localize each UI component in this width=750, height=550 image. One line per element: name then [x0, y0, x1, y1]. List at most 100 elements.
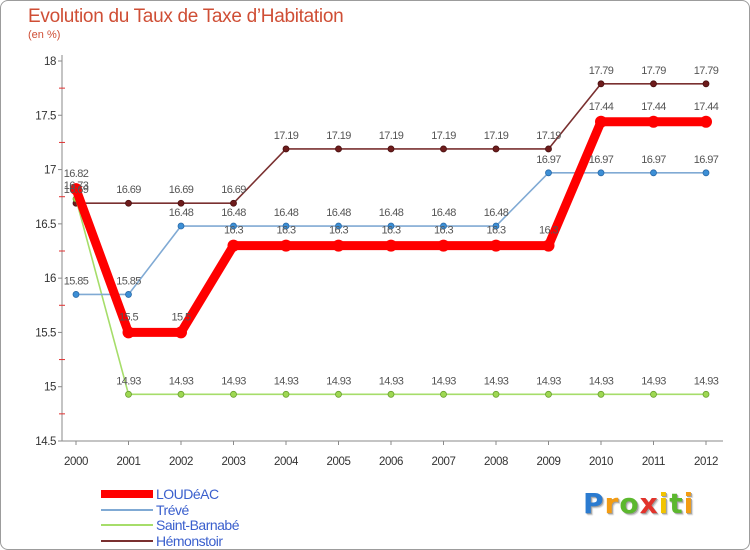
data-label: 14.93	[694, 375, 719, 387]
data-label: 14.93	[326, 375, 351, 387]
legend-item-hemonstoir: Hémonstoir	[101, 533, 239, 549]
data-label: 14.93	[379, 375, 404, 387]
data-label: 17.19	[484, 130, 509, 142]
data-label: 16.3	[329, 225, 348, 237]
legend-swatch-treve	[101, 508, 153, 511]
series-hemonstoir	[72, 80, 710, 207]
data-point	[650, 169, 657, 177]
x-tick-label: 2009	[537, 456, 561, 468]
data-point	[335, 145, 342, 153]
data-point	[702, 169, 710, 177]
x-tick-label: 2012	[694, 456, 718, 468]
data-label: 17.44	[694, 101, 719, 113]
data-label: 16.3	[276, 225, 295, 237]
data-label: 17.19	[431, 130, 456, 142]
data-label: 16.3	[539, 225, 558, 237]
legend-swatch-loudeac	[101, 490, 153, 498]
data-point	[227, 239, 240, 252]
data-point	[332, 239, 345, 252]
data-point	[385, 239, 397, 252]
data-point	[387, 145, 395, 153]
data-label: 16.3	[434, 225, 453, 237]
data-point	[280, 239, 292, 252]
data-point	[175, 326, 187, 339]
data-label: 14.93	[431, 375, 456, 387]
data-point	[177, 199, 185, 207]
data-label: 16.69	[116, 184, 141, 196]
legend-label-loudeac: LOUDéAC	[156, 486, 219, 502]
axes: 14.5 15 15.5 16 16.5 17 17.5 18 2000 2001 2002 2003…	[35, 55, 723, 468]
logo-letter: o	[619, 487, 640, 520]
data-label: 14.93	[221, 375, 246, 387]
y-tick-label: 15.5	[35, 327, 56, 339]
data-label: 16.97	[589, 154, 614, 166]
x-tick-label: 2011	[642, 456, 665, 468]
data-label: 16.48	[484, 207, 509, 219]
data-label: 17.19	[536, 130, 561, 142]
data-labels: 16.82 15.5 15.5 16.3 16.3 16.3 16.3 16.3 16.3 16.…	[64, 65, 720, 388]
x-tick-label: 2001	[117, 456, 141, 468]
data-label: 14.93	[116, 375, 141, 387]
y-tick-label: 17.5	[35, 110, 56, 122]
data-point	[542, 239, 555, 252]
data-label: 16.48	[379, 207, 404, 219]
data-label: 17.79	[589, 65, 614, 77]
data-point	[437, 239, 450, 252]
data-point	[545, 145, 552, 153]
legend-item-loudeac: LOUDéAC	[101, 486, 239, 502]
x-tick-label: 2004	[274, 456, 299, 468]
data-point	[545, 169, 552, 177]
data-point	[122, 326, 135, 339]
data-label: 16.3	[486, 225, 505, 237]
data-label: 16.48	[169, 207, 194, 219]
data-point	[490, 239, 502, 252]
data-point	[545, 390, 552, 398]
data-point	[387, 222, 395, 230]
data-point	[230, 222, 237, 230]
data-label: 16.97	[536, 154, 561, 166]
y-tick-label: 14.5	[35, 436, 56, 448]
data-label: 16.48	[431, 207, 456, 219]
data-point	[70, 183, 82, 196]
data-label: 16.48	[326, 207, 351, 219]
data-label: 15.85	[64, 275, 89, 287]
data-label: 17.44	[589, 101, 614, 113]
x-tick-label: 2006	[379, 456, 403, 468]
data-label: 16.69	[169, 184, 194, 196]
data-label: 16.48	[221, 207, 246, 219]
legend-item-saint-barnabe: Saint-Barnabé	[101, 517, 240, 533]
data-point	[492, 390, 500, 398]
legend-label-saint-barnabe: Saint-Barnabé	[156, 517, 240, 533]
legend-label-treve: Trévé	[156, 501, 189, 518]
data-label: 16.82	[64, 168, 89, 180]
data-label: 14.93	[641, 375, 666, 387]
data-label: 17.19	[379, 130, 404, 142]
series-treve	[72, 169, 710, 298]
data-label: 16.97	[694, 154, 719, 166]
data-label: 16.69	[221, 184, 246, 196]
data-point	[440, 222, 447, 230]
logo-letter: i	[683, 487, 695, 520]
data-point	[702, 390, 710, 398]
y-tick-label: 17	[44, 165, 56, 177]
data-label: 17.79	[694, 65, 719, 77]
x-tick-label: 2007	[432, 456, 456, 468]
logo-letter: r	[604, 487, 620, 520]
data-point	[282, 222, 290, 230]
x-tick-label: 2003	[222, 456, 246, 468]
data-label: 17.19	[326, 130, 351, 142]
data-point	[177, 390, 185, 398]
data-point	[647, 115, 660, 128]
data-point	[492, 145, 500, 153]
data-point	[650, 80, 657, 88]
data-point	[335, 390, 342, 398]
data-point	[492, 222, 500, 230]
data-label: 14.93	[169, 375, 194, 387]
data-point	[440, 145, 447, 153]
x-tick-label: 2002	[169, 456, 193, 468]
data-point	[595, 115, 607, 128]
logo-letter: i	[658, 487, 670, 520]
data-label: 14.93	[536, 375, 561, 387]
data-point	[177, 222, 185, 230]
